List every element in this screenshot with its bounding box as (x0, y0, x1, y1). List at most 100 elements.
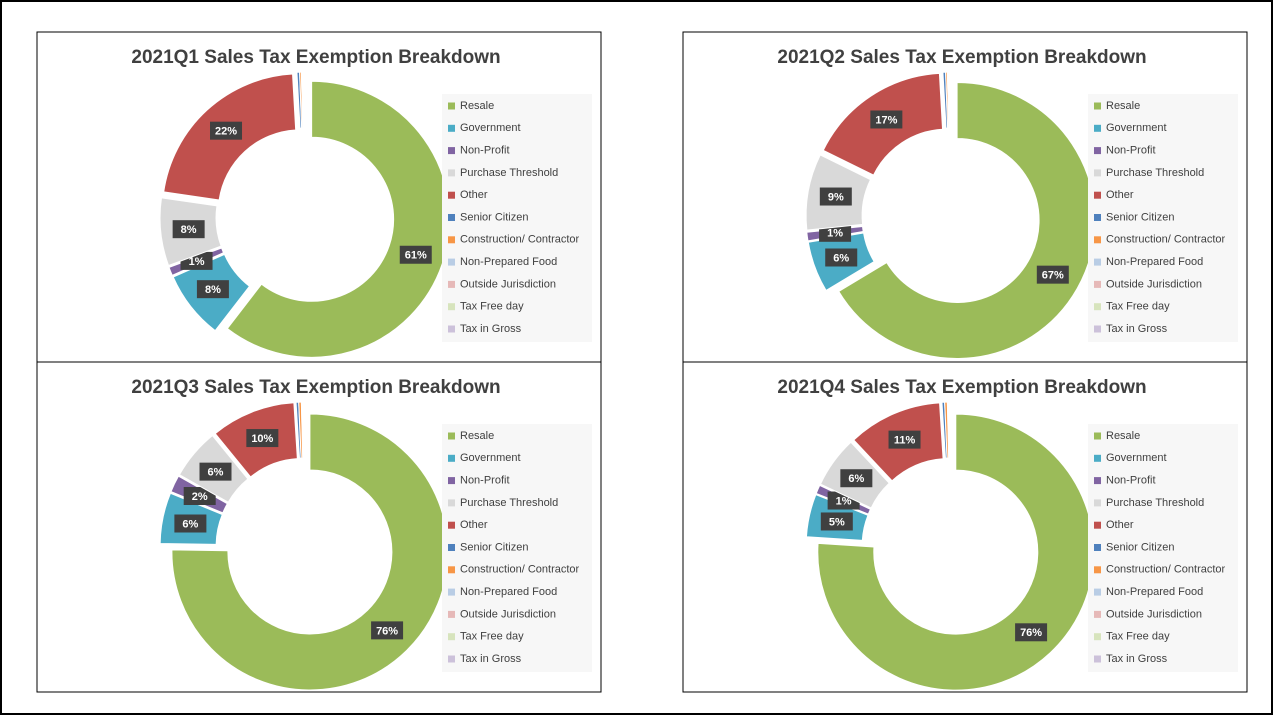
legend-label: Senior Citizen (1106, 541, 1174, 553)
legend-label: Purchase Threshold (460, 497, 558, 509)
data-label: 9% (828, 191, 844, 203)
legend-label: Tax Free day (460, 631, 524, 643)
legend-label: Purchase Threshold (1106, 497, 1204, 509)
data-label: 22% (215, 126, 237, 138)
data-label: 61% (405, 250, 427, 262)
legend-swatch (1094, 566, 1101, 574)
legend-swatch (448, 588, 455, 596)
legend-label: Senior Citizen (460, 211, 528, 223)
data-label-box (1036, 265, 1069, 284)
legend-label: Government (1106, 452, 1167, 464)
legend-label: Resale (1106, 430, 1140, 442)
legend-label: Non-Profit (460, 475, 510, 487)
legend-swatch (448, 214, 455, 221)
legend-label: Outside Jurisdiction (460, 608, 556, 620)
legend-swatch (1094, 610, 1101, 618)
data-label-box (371, 621, 404, 640)
legend-label: Other (1106, 189, 1134, 201)
legend-label: Tax Free day (1106, 631, 1170, 643)
donut-slice (226, 80, 451, 358)
legend-label: Resale (1106, 100, 1140, 112)
legend-label: Resale (460, 100, 494, 112)
legend-swatch (448, 102, 455, 110)
legend-swatch (448, 147, 455, 155)
data-label: 8% (181, 224, 197, 236)
legend-label: Outside Jurisdiction (460, 278, 556, 290)
legend-label: Non-Profit (460, 145, 510, 157)
legend-label: Non-Prepared Food (460, 586, 557, 598)
legend-label: Non-Prepared Food (460, 256, 557, 268)
chart-title: 2021Q1 Sales Tax Exemption Breakdown (131, 47, 500, 68)
legend-swatch (1094, 521, 1101, 529)
data-label-box (1015, 623, 1048, 642)
legend-swatch (1094, 191, 1101, 199)
legend-box (442, 424, 592, 672)
legend-label: Other (1106, 519, 1134, 531)
legend-label: Non-Prepared Food (1106, 586, 1203, 598)
data-label-box (246, 429, 279, 448)
legend-swatch (1094, 124, 1101, 132)
data-label: 11% (894, 435, 916, 447)
data-label: 6% (182, 518, 198, 530)
legend-label: Outside Jurisdiction (1106, 608, 1202, 620)
legend-swatch (448, 258, 455, 266)
legend-swatch (448, 432, 455, 440)
data-label: 5% (829, 516, 845, 528)
legend-swatch (1094, 499, 1101, 507)
chart-title: 2021Q4 Sales Tax Exemption Breakdown (777, 377, 1146, 398)
legend-label: Tax Free day (460, 301, 524, 313)
legend-swatch (1094, 102, 1101, 110)
data-label: 6% (208, 467, 224, 479)
data-label-box (174, 514, 207, 533)
donut-slice (303, 401, 306, 459)
data-label-box (819, 187, 852, 206)
data-label-box (888, 430, 921, 449)
data-label: 8% (205, 284, 221, 296)
data-label: 1% (827, 228, 843, 240)
data-label: 76% (1020, 627, 1042, 639)
legend-swatch (1094, 236, 1101, 244)
legend-swatch (448, 191, 455, 199)
legend-label: Tax in Gross (1106, 323, 1168, 335)
legend-swatch (448, 169, 455, 177)
chart-title: 2021Q2 Sales Tax Exemption Breakdown (777, 47, 1146, 68)
legend-swatch (1094, 477, 1101, 485)
donut-slice (949, 401, 952, 459)
legend-label: Purchase Threshold (1106, 167, 1204, 179)
legend-swatch (1094, 169, 1101, 177)
legend-label: Construction/ Contractor (460, 564, 580, 576)
legend-label: Construction/ Contractor (1106, 234, 1226, 246)
legend-swatch (448, 610, 455, 618)
data-label: 76% (376, 625, 398, 637)
legend-label: Non-Profit (1106, 145, 1156, 157)
legend-swatch (1094, 655, 1101, 663)
data-label-box (172, 220, 205, 239)
legend-label: Government (460, 122, 521, 134)
legend-label: Non-Prepared Food (1106, 256, 1203, 268)
legend-box (1088, 94, 1238, 342)
legend-label: Senior Citizen (1106, 211, 1174, 223)
data-label-box (870, 110, 903, 129)
legend-swatch (448, 303, 455, 311)
data-label-box (399, 245, 432, 264)
legend-swatch (448, 521, 455, 529)
legend-swatch (448, 280, 455, 288)
data-label-box (825, 248, 858, 267)
data-label-box (840, 469, 873, 488)
legend-swatch (1094, 544, 1101, 551)
legend-swatch (448, 325, 455, 333)
legend-label: Outside Jurisdiction (1106, 278, 1202, 290)
legend-swatch (1094, 303, 1101, 311)
legend-swatch (448, 236, 455, 244)
legend-swatch (448, 124, 455, 132)
data-label-box (199, 462, 232, 481)
data-label-box (196, 280, 229, 299)
data-label: 1% (836, 495, 852, 507)
legend-box (1088, 424, 1238, 672)
legend-swatch (1094, 454, 1101, 462)
legend-swatch (1094, 147, 1101, 155)
data-label: 67% (1042, 270, 1064, 282)
legend-label: Construction/ Contractor (1106, 564, 1226, 576)
data-label-box (820, 512, 853, 531)
